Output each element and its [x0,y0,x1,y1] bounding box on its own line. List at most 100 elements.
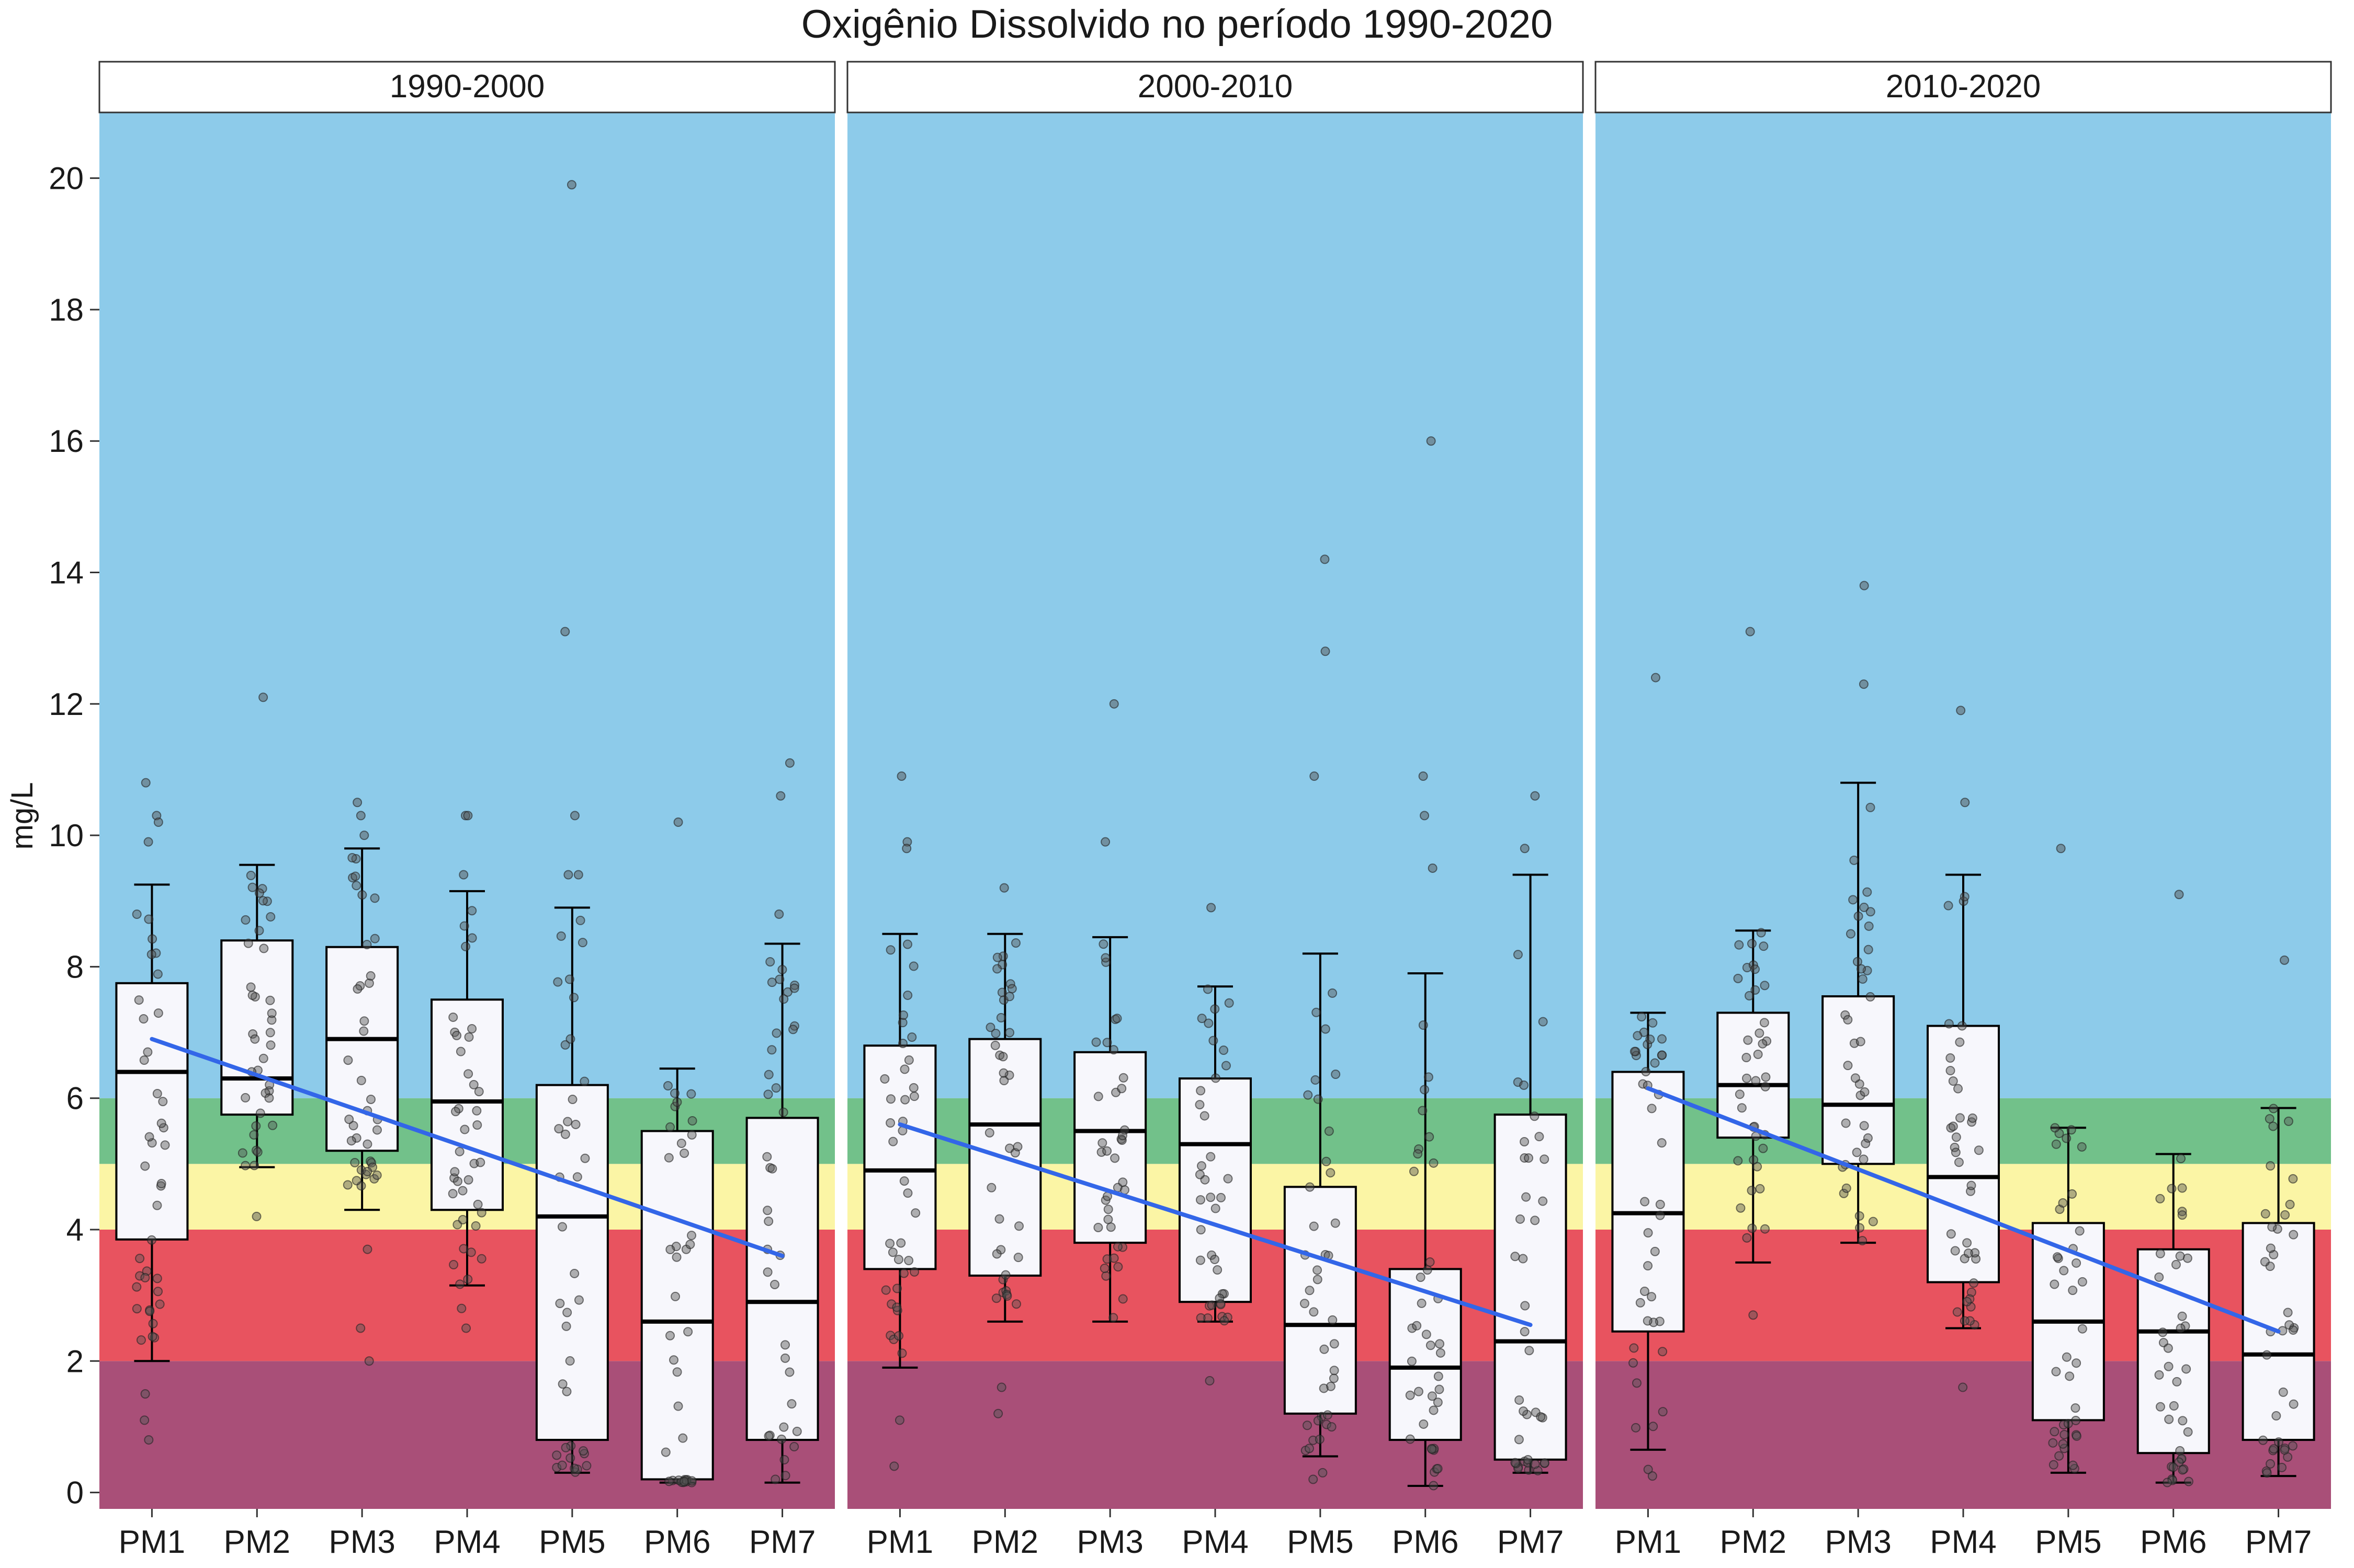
data-point [2075,1226,2085,1236]
data-point [473,1199,483,1209]
data-point [1329,1339,1339,1349]
data-point [1102,1146,1112,1156]
data-point [2167,1184,2177,1194]
data-point [353,984,363,994]
box-body [1283,1186,1357,1415]
data-point [1742,1073,1752,1083]
data-point [2048,1438,2058,1448]
box-body [1716,1012,1790,1139]
data-point [1005,1028,1015,1038]
data-point [572,1172,582,1182]
data-point [156,1118,166,1128]
data-point [2176,1154,2186,1164]
data-point [477,1254,486,1264]
data-point [343,1180,353,1190]
data-point [160,1140,170,1150]
data-point [2163,1343,2173,1353]
data-point [1521,1192,1531,1202]
box-body [325,946,399,1152]
x-tick-label: PM3 [1077,1524,1143,1560]
data-point [1854,1211,1864,1221]
data-point [158,1097,168,1107]
data-point [898,1038,908,1048]
facet-strip-label: 1990-2000 [390,69,545,105]
data-point [247,991,257,1001]
data-point [350,1157,360,1167]
data-point [1326,1168,1336,1178]
data-point [1207,1300,1217,1310]
x-tick-label: PM4 [1930,1524,1996,1560]
data-point [2154,1272,2164,1282]
data-point [1422,1265,1432,1275]
data-point [678,1433,688,1443]
data-point [241,1161,251,1171]
data-point [1629,1343,1639,1353]
data-point [251,1121,261,1131]
data-point [2054,1451,2064,1461]
data-point [886,1094,896,1104]
box-PM2 [220,863,294,1171]
data-point [1860,1087,1870,1097]
data-point [1734,940,1744,950]
data-point [1418,1106,1428,1116]
data-point [2155,1402,2165,1412]
data-point [1206,1152,1216,1162]
data-point [2288,1441,2298,1451]
y-tick-label: 12 [49,687,84,722]
data-point [1868,1217,1878,1226]
y-tick-label: 4 [66,1212,84,1247]
data-point [1633,1031,1643,1041]
data-point [893,1255,903,1265]
y-tick-label: 6 [66,1081,84,1116]
data-point [1735,1089,1745,1099]
data-point [996,1013,1006,1022]
x-tick-label: PM5 [539,1524,605,1560]
data-point [1515,1214,1525,1224]
data-point [1648,1018,1658,1028]
x-tick-label: PM1 [867,1524,933,1560]
data-point [1329,1366,1339,1376]
data-point [2177,1183,2187,1193]
data-point [553,977,563,987]
data-point [1424,1132,1434,1142]
data-point [892,1302,902,1312]
box-body [640,1130,714,1481]
data-point [1760,1224,1770,1234]
data-point [1429,1158,1439,1168]
data-point [772,1028,782,1038]
data-point [1760,1082,1770,1092]
data-point [143,1047,153,1057]
facet-strip [98,61,836,113]
data-point [1196,1161,1206,1171]
data-point [1749,1155,1759,1165]
data-point [998,1275,1008,1285]
data-point [2262,1468,2272,1478]
data-point [2274,1437,2284,1447]
data-point [1313,1094,1323,1104]
data-point [2289,1230,2299,1240]
data-point [250,1034,260,1044]
data-point [2164,1361,2174,1371]
data-point [344,1115,354,1124]
data-point [246,982,256,992]
data-point [1648,1422,1658,1431]
background-band [847,1361,1583,1509]
data-point [1195,1255,1205,1265]
outlier-point [364,1356,374,1366]
data-point [451,1107,461,1117]
data-point [2269,1104,2279,1113]
data-point [886,945,896,955]
data-point [992,964,1002,974]
outlier-point [570,811,580,821]
outlier-point [573,870,583,880]
data-point [994,1214,1004,1224]
outlier-point [2279,955,2289,965]
data-point [2154,1370,2164,1380]
data-point [2155,1194,2165,1203]
data-point [1520,1301,1530,1311]
data-point [580,1076,590,1086]
data-point [1001,1270,1011,1280]
data-point [1966,1180,1976,1190]
data-point [1960,1316,1970,1326]
